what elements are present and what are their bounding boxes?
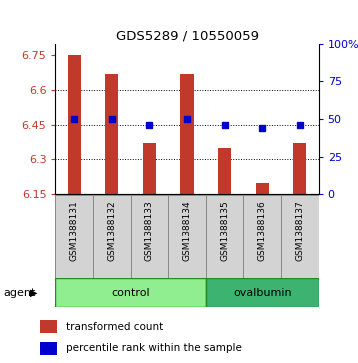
Bar (243, 195, 281, 278)
Bar (68, 55, 81, 194)
Bar (180, 74, 194, 194)
Text: ▶: ▶ (30, 287, 37, 298)
Text: transformed count: transformed count (66, 322, 163, 332)
Text: control: control (111, 287, 150, 298)
Bar (293, 143, 306, 194)
Bar (206, 195, 243, 278)
Text: percentile rank within the sample: percentile rank within the sample (66, 343, 242, 354)
Bar (256, 183, 269, 194)
Title: GDS5289 / 10550059: GDS5289 / 10550059 (116, 29, 258, 42)
Text: GSM1388135: GSM1388135 (220, 200, 229, 261)
Bar (218, 148, 231, 194)
Text: agent: agent (4, 287, 36, 298)
Text: GSM1388133: GSM1388133 (145, 200, 154, 261)
Bar (40, 320, 57, 333)
Bar (55, 278, 206, 307)
Text: GSM1388136: GSM1388136 (258, 200, 267, 261)
Bar (168, 195, 206, 278)
Bar (55, 195, 93, 278)
Text: GSM1388137: GSM1388137 (295, 200, 304, 261)
Text: ovalbumin: ovalbumin (233, 287, 291, 298)
Text: GSM1388134: GSM1388134 (183, 200, 192, 261)
Bar (131, 195, 168, 278)
Bar (143, 143, 156, 194)
Bar (93, 195, 131, 278)
Text: GSM1388132: GSM1388132 (107, 200, 116, 261)
Bar (206, 278, 319, 307)
Text: GSM1388131: GSM1388131 (70, 200, 79, 261)
Bar (40, 342, 57, 355)
Bar (105, 74, 118, 194)
Bar (281, 195, 319, 278)
